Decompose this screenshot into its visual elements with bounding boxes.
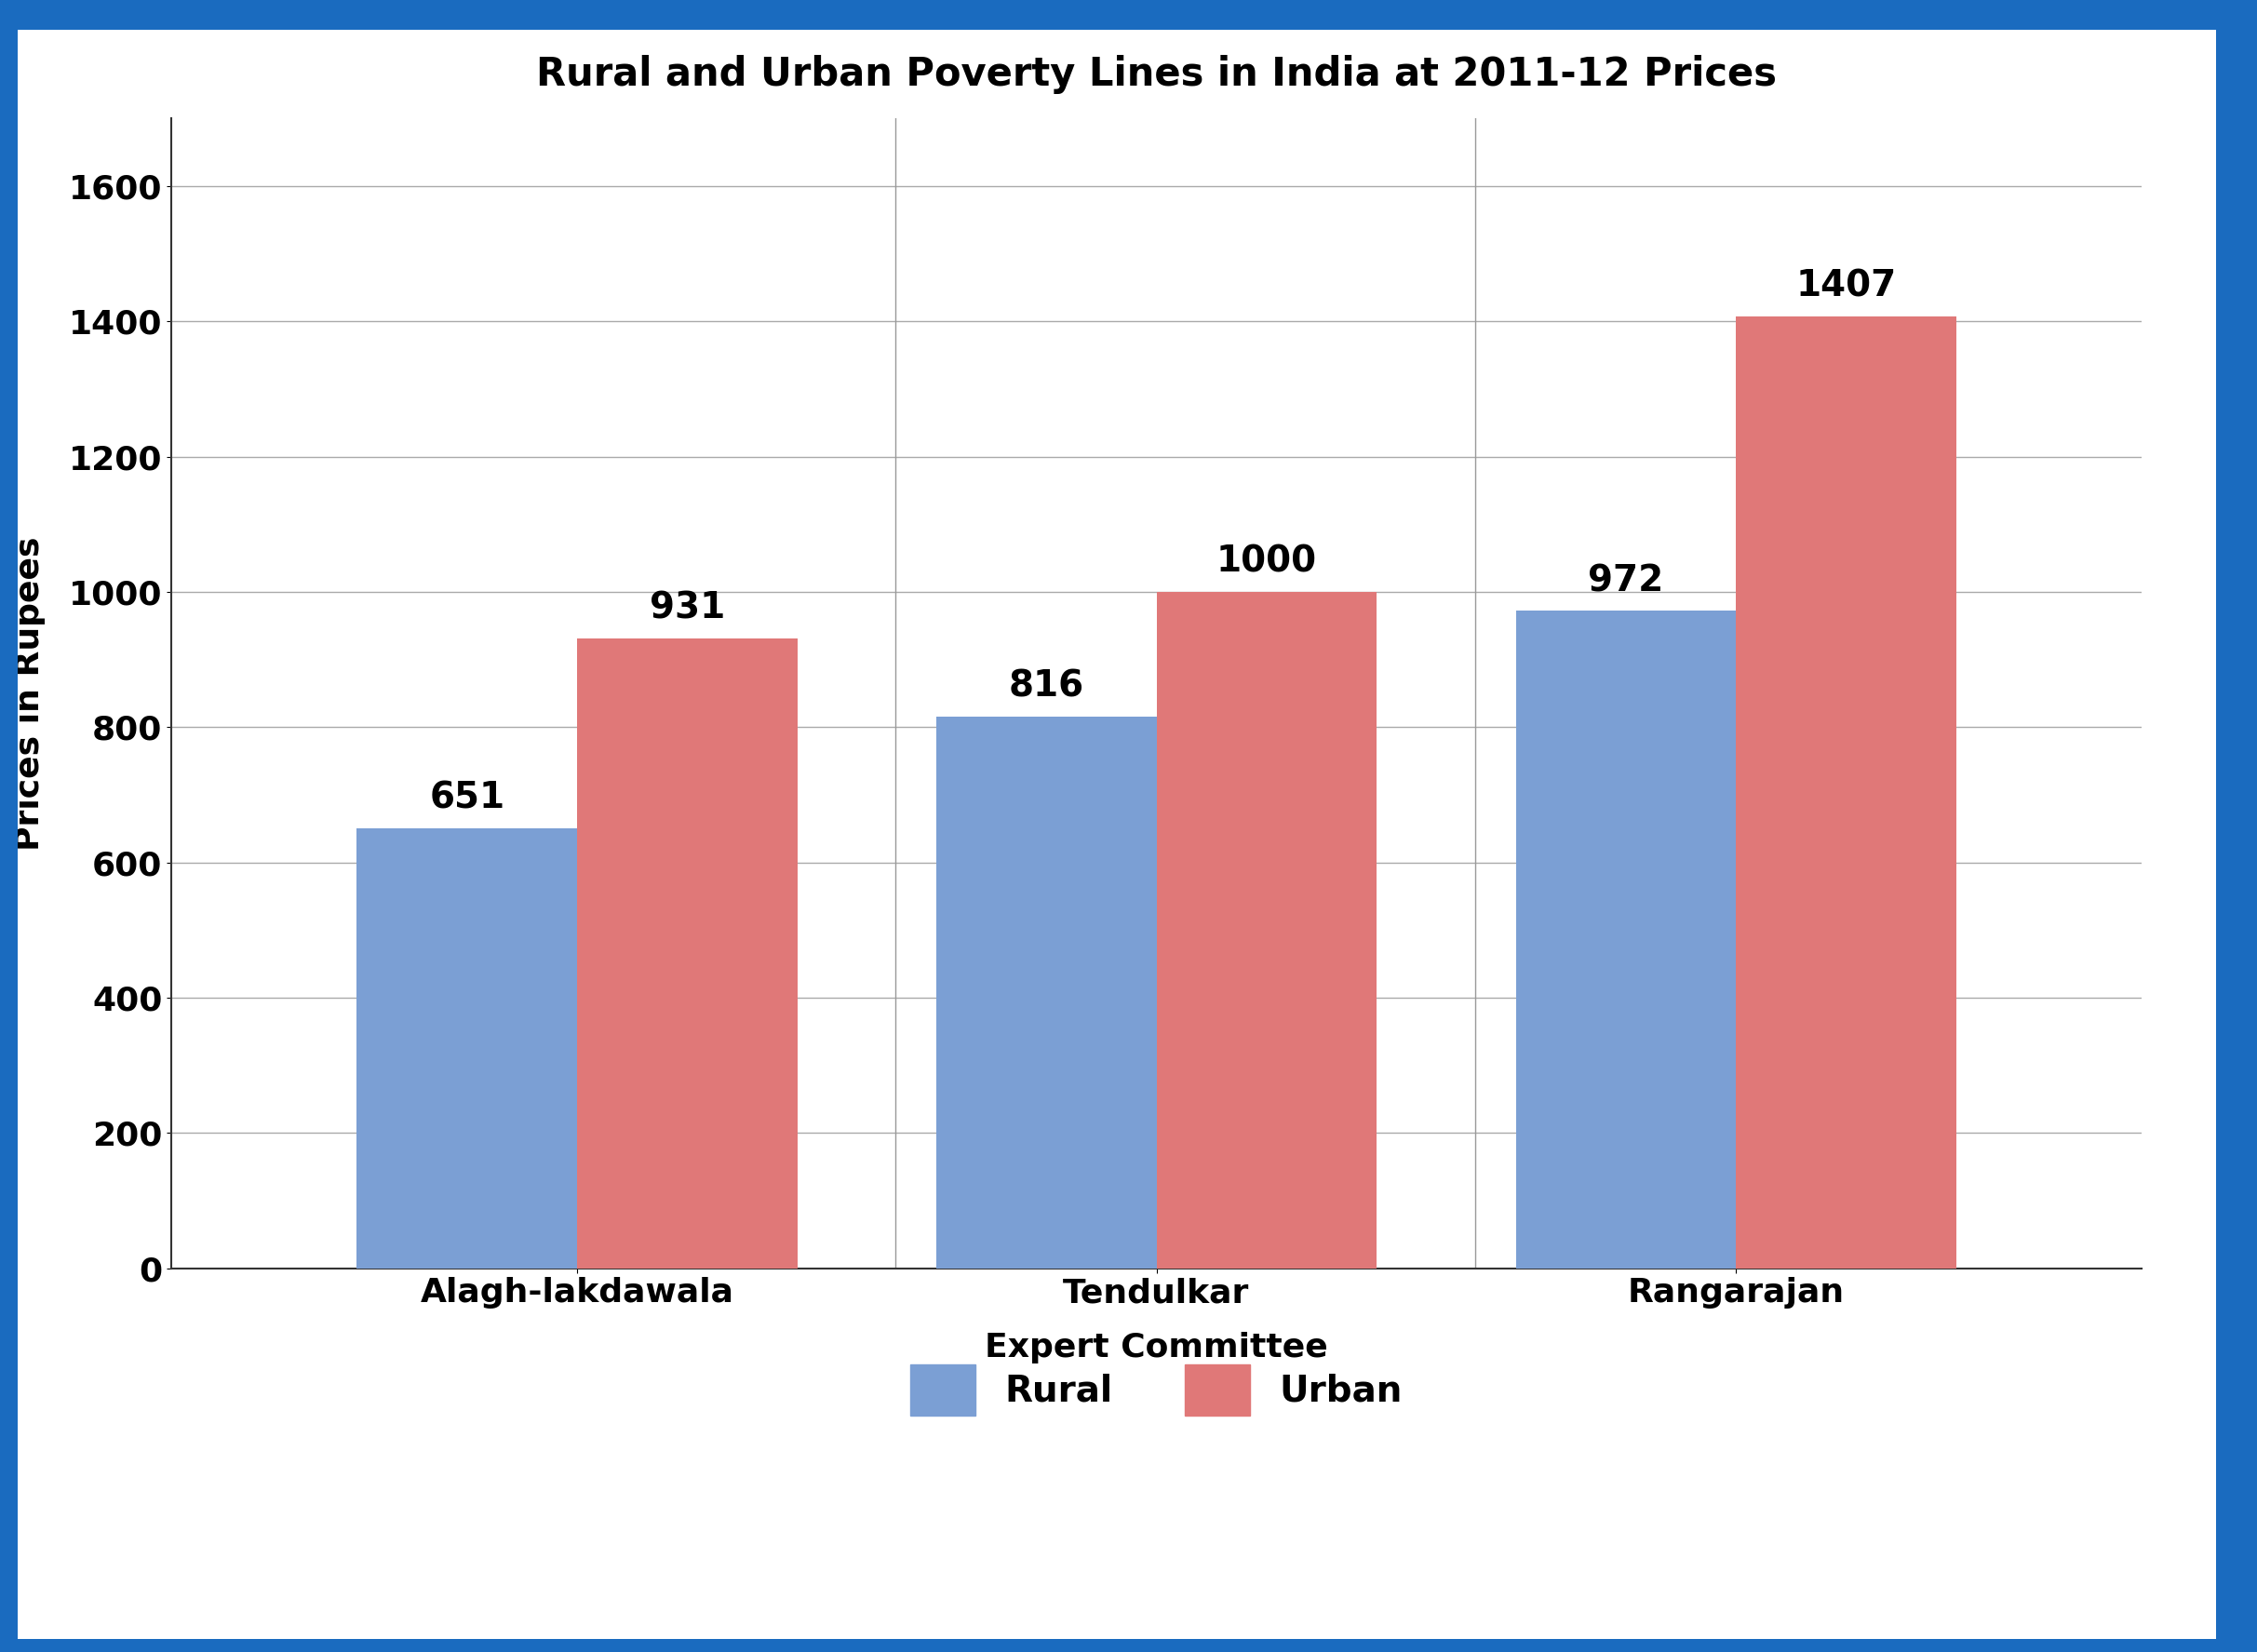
- Legend: Rural, Urban: Rural, Urban: [873, 1328, 1438, 1452]
- Text: 931: 931: [650, 591, 724, 626]
- Bar: [1736, 317, 1957, 1269]
- Bar: [1517, 611, 1736, 1269]
- Title: Rural and Urban Poverty Lines in India at 2011-12 Prices: Rural and Urban Poverty Lines in India a…: [537, 55, 1776, 94]
- Text: 816: 816: [1009, 669, 1083, 704]
- Bar: [937, 717, 1156, 1269]
- Text: 972: 972: [1589, 563, 1663, 598]
- Bar: [578, 639, 797, 1269]
- Bar: [357, 828, 578, 1269]
- Y-axis label: Prices in Rupees: Prices in Rupees: [14, 537, 45, 851]
- X-axis label: Expert Committee: Expert Committee: [984, 1332, 1327, 1365]
- Bar: [1156, 591, 1377, 1269]
- Text: 1407: 1407: [1797, 269, 1896, 304]
- Text: 651: 651: [429, 780, 506, 816]
- Text: 1000: 1000: [1217, 544, 1316, 580]
